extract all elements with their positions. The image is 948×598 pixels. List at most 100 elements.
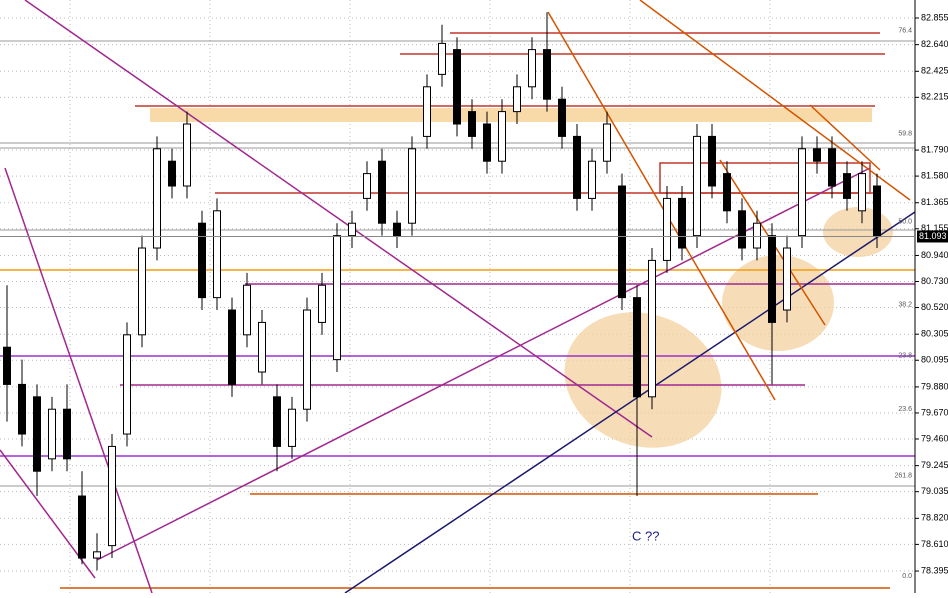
candle-body [708,135,716,187]
candle-body [183,123,191,187]
candle-body [153,148,161,249]
fib-label: 59.8 [898,130,912,137]
y-tick-label: 80.940 [921,250,948,260]
candle-body [393,222,401,237]
candle-body [228,309,236,385]
drawings [0,0,916,594]
candle-body [93,551,101,559]
candle-body [873,185,881,237]
candle-body [633,297,641,398]
candle-body [333,235,341,361]
trend-line [24,0,653,438]
y-tick-label: 79.245 [921,460,948,470]
fib-label: 0.0 [902,573,912,580]
channel-line [547,11,776,401]
fib-label: 261.8 [894,473,912,480]
candle-body [603,123,611,162]
y-tick-label: 80.520 [921,302,948,312]
candle-body [288,408,296,447]
candle-body [213,210,221,299]
candle-body [678,197,686,249]
y-tick-label: 81.790 [921,144,948,154]
candle-body [528,49,536,88]
candle-body [453,49,461,125]
y-tick-label: 78.820 [921,513,948,523]
candle-body [438,42,446,75]
candle-body [18,383,26,435]
y-tick-label: 82.215 [921,92,948,102]
candle-body [558,98,566,137]
candle-body [273,396,281,447]
candle-body [408,148,416,224]
zone [150,108,872,122]
y-tick-label: 81.365 [921,197,948,207]
channel-line [809,104,881,171]
candle-body [618,185,626,299]
candle-body [363,173,371,199]
candle-body [738,210,746,249]
candle-body [348,222,356,237]
candle-body [843,173,851,199]
candle-body [198,222,206,299]
candle-body [513,86,521,113]
last-price-label: 81.093 [919,231,947,241]
candle-body [798,148,806,237]
y-tick-label: 81.580 [921,170,948,180]
candle-body [588,160,596,199]
grid [0,0,915,593]
candle-body [483,123,491,162]
candle-body [48,408,56,460]
last-price-box [917,230,948,243]
fib-label: 50.0 [898,219,912,226]
candle-body [498,111,506,162]
candle-body [63,408,71,460]
candle-body [108,445,116,547]
highlight [564,312,722,448]
candle-body [258,321,266,373]
y-tick-label: 80.305 [921,329,948,339]
fib-label: 23.8 [898,352,912,359]
candle-body [543,49,551,100]
candle-body [693,135,701,237]
fib-label: 23.6 [898,406,912,413]
candle-body [573,135,581,199]
trend-line [4,167,153,594]
candle-body [753,222,761,249]
candle-body [168,160,176,187]
candle-body [783,247,791,311]
y-tick-label: 78.610 [921,539,948,549]
fib-label: 38.2 [898,302,912,309]
y-tick-label: 80.730 [921,276,948,286]
y-tick-label: 82.855 [921,12,948,22]
y-tick-label: 79.460 [921,433,948,443]
candle-body [123,334,131,435]
y-tick-label: 82.640 [921,39,948,49]
candle-body [723,173,731,212]
y-tick-label: 82.425 [921,66,948,76]
candle-body [243,284,251,336]
annotation: C ?? [632,528,659,543]
y-tick-label: 79.670 [921,407,948,417]
candle-body [423,86,431,137]
candle-body [828,148,836,187]
y-tick-label: 79.035 [921,486,948,496]
candle-body [813,148,821,162]
trend-line [344,211,916,594]
fib-label: 76.4 [898,28,912,35]
candle-body [3,346,11,385]
candles [3,12,881,571]
channel-line [639,0,911,201]
candle-body [33,396,41,472]
candle-body [318,284,326,323]
candle-body [663,197,671,261]
candle-body [78,495,86,559]
candle-body [468,111,476,137]
candle-body [768,235,776,323]
candle-body [648,259,656,398]
candle-body [858,173,866,212]
y-tick-label: 79.880 [921,381,948,391]
candle-body [303,309,311,410]
y-tick-label: 80.095 [921,355,948,365]
candle-body [138,247,146,336]
